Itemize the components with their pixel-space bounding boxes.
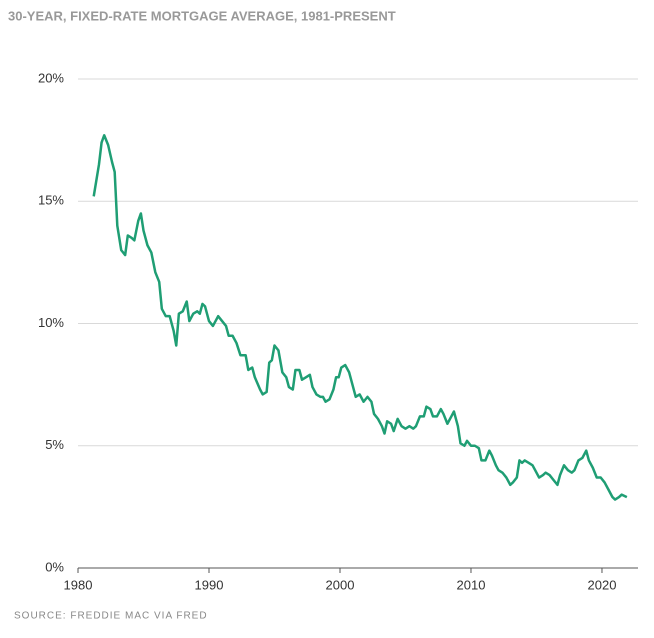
- x-tick-label: 2020: [588, 577, 617, 592]
- y-tick-label: 15%: [38, 193, 64, 208]
- data-line: [92, 133, 628, 501]
- y-tick-label: 10%: [38, 315, 64, 330]
- x-tick-label: 1980: [64, 577, 93, 592]
- y-tick-label: 5%: [45, 437, 64, 452]
- source-note: SOURCE: FREDDIE MAC VIA FRED: [14, 611, 208, 622]
- y-tick-label: 20%: [38, 70, 64, 85]
- x-tick-label: 2000: [326, 577, 355, 592]
- x-tick-label: 1990: [195, 577, 224, 592]
- chart-title: 30-YEAR, FIXED-RATE MORTGAGE AVERAGE, 19…: [8, 8, 396, 23]
- y-tick-label: 0%: [45, 559, 64, 574]
- x-tick-label: 2010: [457, 577, 486, 592]
